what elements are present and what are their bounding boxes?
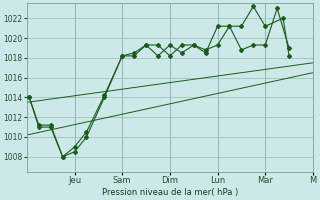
X-axis label: Pression niveau de la mer( hPa ): Pression niveau de la mer( hPa ) [102,188,238,197]
